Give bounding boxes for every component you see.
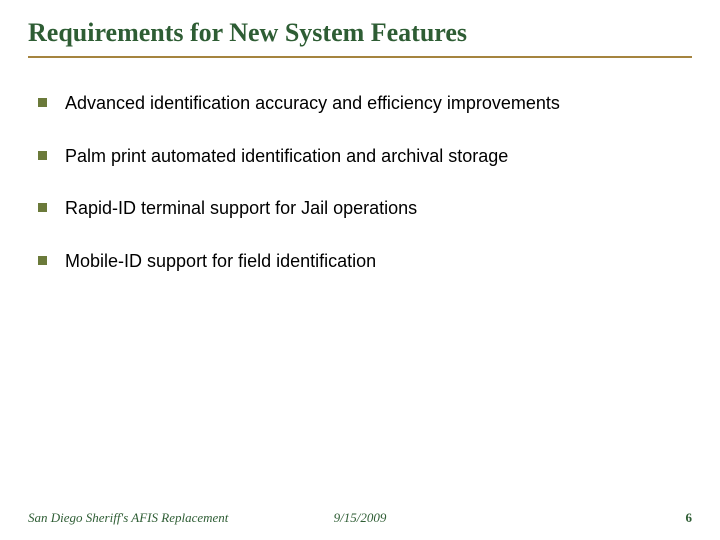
bullet-list: Advanced identification accuracy and eff… (28, 92, 692, 272)
title-underline (28, 56, 692, 58)
bullet-icon (38, 151, 47, 160)
slide-footer: San Diego Sheriff's AFIS Replacement 9/1… (28, 510, 692, 526)
bullet-text: Rapid-ID terminal support for Jail opera… (65, 197, 417, 220)
footer-page-number: 6 (686, 510, 693, 526)
slide-title: Requirements for New System Features (28, 18, 692, 54)
list-item: Mobile-ID support for field identificati… (38, 250, 692, 273)
bullet-icon (38, 256, 47, 265)
bullet-text: Palm print automated identification and … (65, 145, 508, 168)
list-item: Palm print automated identification and … (38, 145, 692, 168)
footer-source: San Diego Sheriff's AFIS Replacement (28, 510, 228, 526)
bullet-icon (38, 203, 47, 212)
slide: Requirements for New System Features Adv… (0, 0, 720, 540)
list-item: Advanced identification accuracy and eff… (38, 92, 692, 115)
bullet-text: Mobile-ID support for field identificati… (65, 250, 376, 273)
list-item: Rapid-ID terminal support for Jail opera… (38, 197, 692, 220)
bullet-icon (38, 98, 47, 107)
bullet-text: Advanced identification accuracy and eff… (65, 92, 560, 115)
footer-date: 9/15/2009 (334, 510, 387, 526)
